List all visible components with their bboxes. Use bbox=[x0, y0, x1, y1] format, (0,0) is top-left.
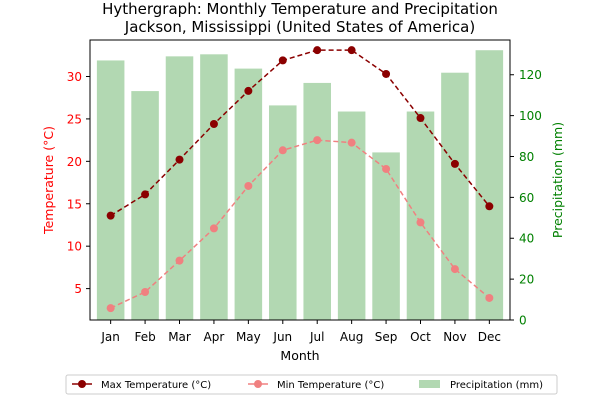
left-tick-label-5: 5 bbox=[74, 282, 82, 296]
right-tick-label-80: 80 bbox=[519, 150, 534, 164]
x-tick-label-jul: Jul bbox=[309, 330, 324, 344]
right-axis-ticks: 0 20 40 60 80 100 120 bbox=[510, 68, 542, 328]
max-temp-point-jul bbox=[313, 46, 322, 55]
max-temp-point-mar bbox=[175, 155, 184, 164]
min-temperature-line bbox=[110, 139, 490, 309]
precip-bar-oct bbox=[406, 111, 435, 320]
left-tick-label-15: 15 bbox=[67, 197, 82, 211]
x-tick-label-dec: Dec bbox=[478, 330, 501, 344]
right-axis-label: Precipitation (mm) bbox=[550, 122, 565, 238]
legend-precip-label: Precipitation (mm) bbox=[450, 380, 543, 391]
max-temp-point-aug bbox=[347, 46, 356, 55]
min-temp-point-nov bbox=[450, 265, 459, 274]
max-temp-point-may bbox=[244, 86, 253, 95]
min-temp-point-dec bbox=[485, 293, 494, 302]
left-tick-label-20: 20 bbox=[67, 155, 82, 169]
precip-bar-mar bbox=[165, 56, 194, 320]
max-temp-point-jan bbox=[106, 211, 115, 220]
x-tick-label-may: May bbox=[236, 330, 261, 344]
x-tick-label-mar: Mar bbox=[168, 330, 191, 344]
min-temp-point-apr bbox=[209, 224, 218, 233]
min-temp-point-sep bbox=[382, 164, 391, 173]
right-tick-label-100: 100 bbox=[519, 109, 542, 123]
max-temp-point-sep bbox=[382, 69, 391, 78]
x-tick-label-jun: Jun bbox=[272, 330, 292, 344]
x-tick-label-aug: Aug bbox=[340, 330, 363, 344]
precip-bar-jul bbox=[303, 82, 331, 320]
max-temp-point-jun bbox=[278, 56, 287, 65]
max-temp-point-dec bbox=[485, 202, 494, 211]
max-temp-point-nov bbox=[450, 159, 459, 168]
precip-bar-dec bbox=[475, 50, 504, 320]
min-temp-point-jan bbox=[106, 304, 115, 313]
left-tick-label-30: 30 bbox=[67, 70, 82, 84]
left-axis-label: Temperature (°C) bbox=[41, 126, 56, 235]
legend-max-label: Max Temperature (°C) bbox=[101, 380, 211, 391]
max-temperature-line bbox=[110, 49, 490, 217]
x-tick-label-oct: Oct bbox=[410, 330, 431, 344]
x-axis-ticks: Jan Feb Mar Apr May Jun Jul Aug Sep Oct Nov Dec bbox=[100, 320, 501, 344]
legend-frame bbox=[65, 374, 558, 395]
max-temp-point-oct bbox=[416, 114, 425, 123]
plot-frame bbox=[89, 39, 511, 321]
right-tick-label-40: 40 bbox=[519, 232, 534, 246]
min-temp-point-feb bbox=[141, 288, 150, 296]
left-axis-ticks: 5 10 15 20 25 30 bbox=[67, 70, 90, 296]
min-temp-point-aug bbox=[347, 138, 356, 147]
left-tick-label-10: 10 bbox=[67, 240, 82, 254]
precip-bar-jan bbox=[96, 60, 125, 320]
chart-subtitle: Jackson, Mississippi (United States of A… bbox=[124, 18, 475, 36]
legend-min-label: Min Temperature (°C) bbox=[277, 380, 384, 391]
x-tick-label-feb: Feb bbox=[134, 330, 155, 344]
precip-bar-sep bbox=[372, 152, 400, 320]
min-temp-point-jun bbox=[278, 146, 287, 155]
min-temp-point-mar bbox=[175, 256, 184, 265]
min-temp-point-oct bbox=[416, 218, 425, 227]
left-tick-label-25: 25 bbox=[67, 112, 82, 126]
x-tick-label-jan: Jan bbox=[100, 330, 120, 344]
precipitation-bars bbox=[96, 50, 504, 321]
legend-precip-swatch bbox=[419, 380, 440, 388]
precip-bar-may bbox=[234, 68, 263, 320]
legend-max-marker bbox=[78, 380, 86, 388]
precip-bar-nov bbox=[441, 72, 469, 320]
right-tick-label-20: 20 bbox=[519, 273, 534, 287]
max-temp-point-feb bbox=[141, 190, 150, 199]
legend: Max Temperature (°C) Min Temperature (°C… bbox=[65, 374, 558, 395]
legend-min-marker bbox=[254, 380, 262, 388]
chart-title: Hythergraph: Monthly Temperature and Pre… bbox=[102, 0, 498, 18]
x-axis-label: Month bbox=[280, 348, 319, 363]
precip-bar-feb bbox=[131, 91, 159, 320]
precip-bar-jun bbox=[269, 105, 297, 321]
x-tick-label-nov: Nov bbox=[443, 330, 466, 344]
min-temp-point-may bbox=[244, 181, 253, 190]
right-tick-label-0: 0 bbox=[519, 314, 527, 328]
precip-bar-apr bbox=[200, 54, 228, 321]
x-tick-label-apr: Apr bbox=[204, 330, 225, 344]
temperature-lines bbox=[106, 46, 494, 313]
right-tick-label-60: 60 bbox=[519, 191, 534, 205]
right-tick-label-120: 120 bbox=[519, 68, 542, 82]
min-temp-point-jul bbox=[313, 136, 322, 145]
x-tick-label-sep: Sep bbox=[375, 330, 398, 344]
max-temp-point-apr bbox=[209, 120, 218, 128]
